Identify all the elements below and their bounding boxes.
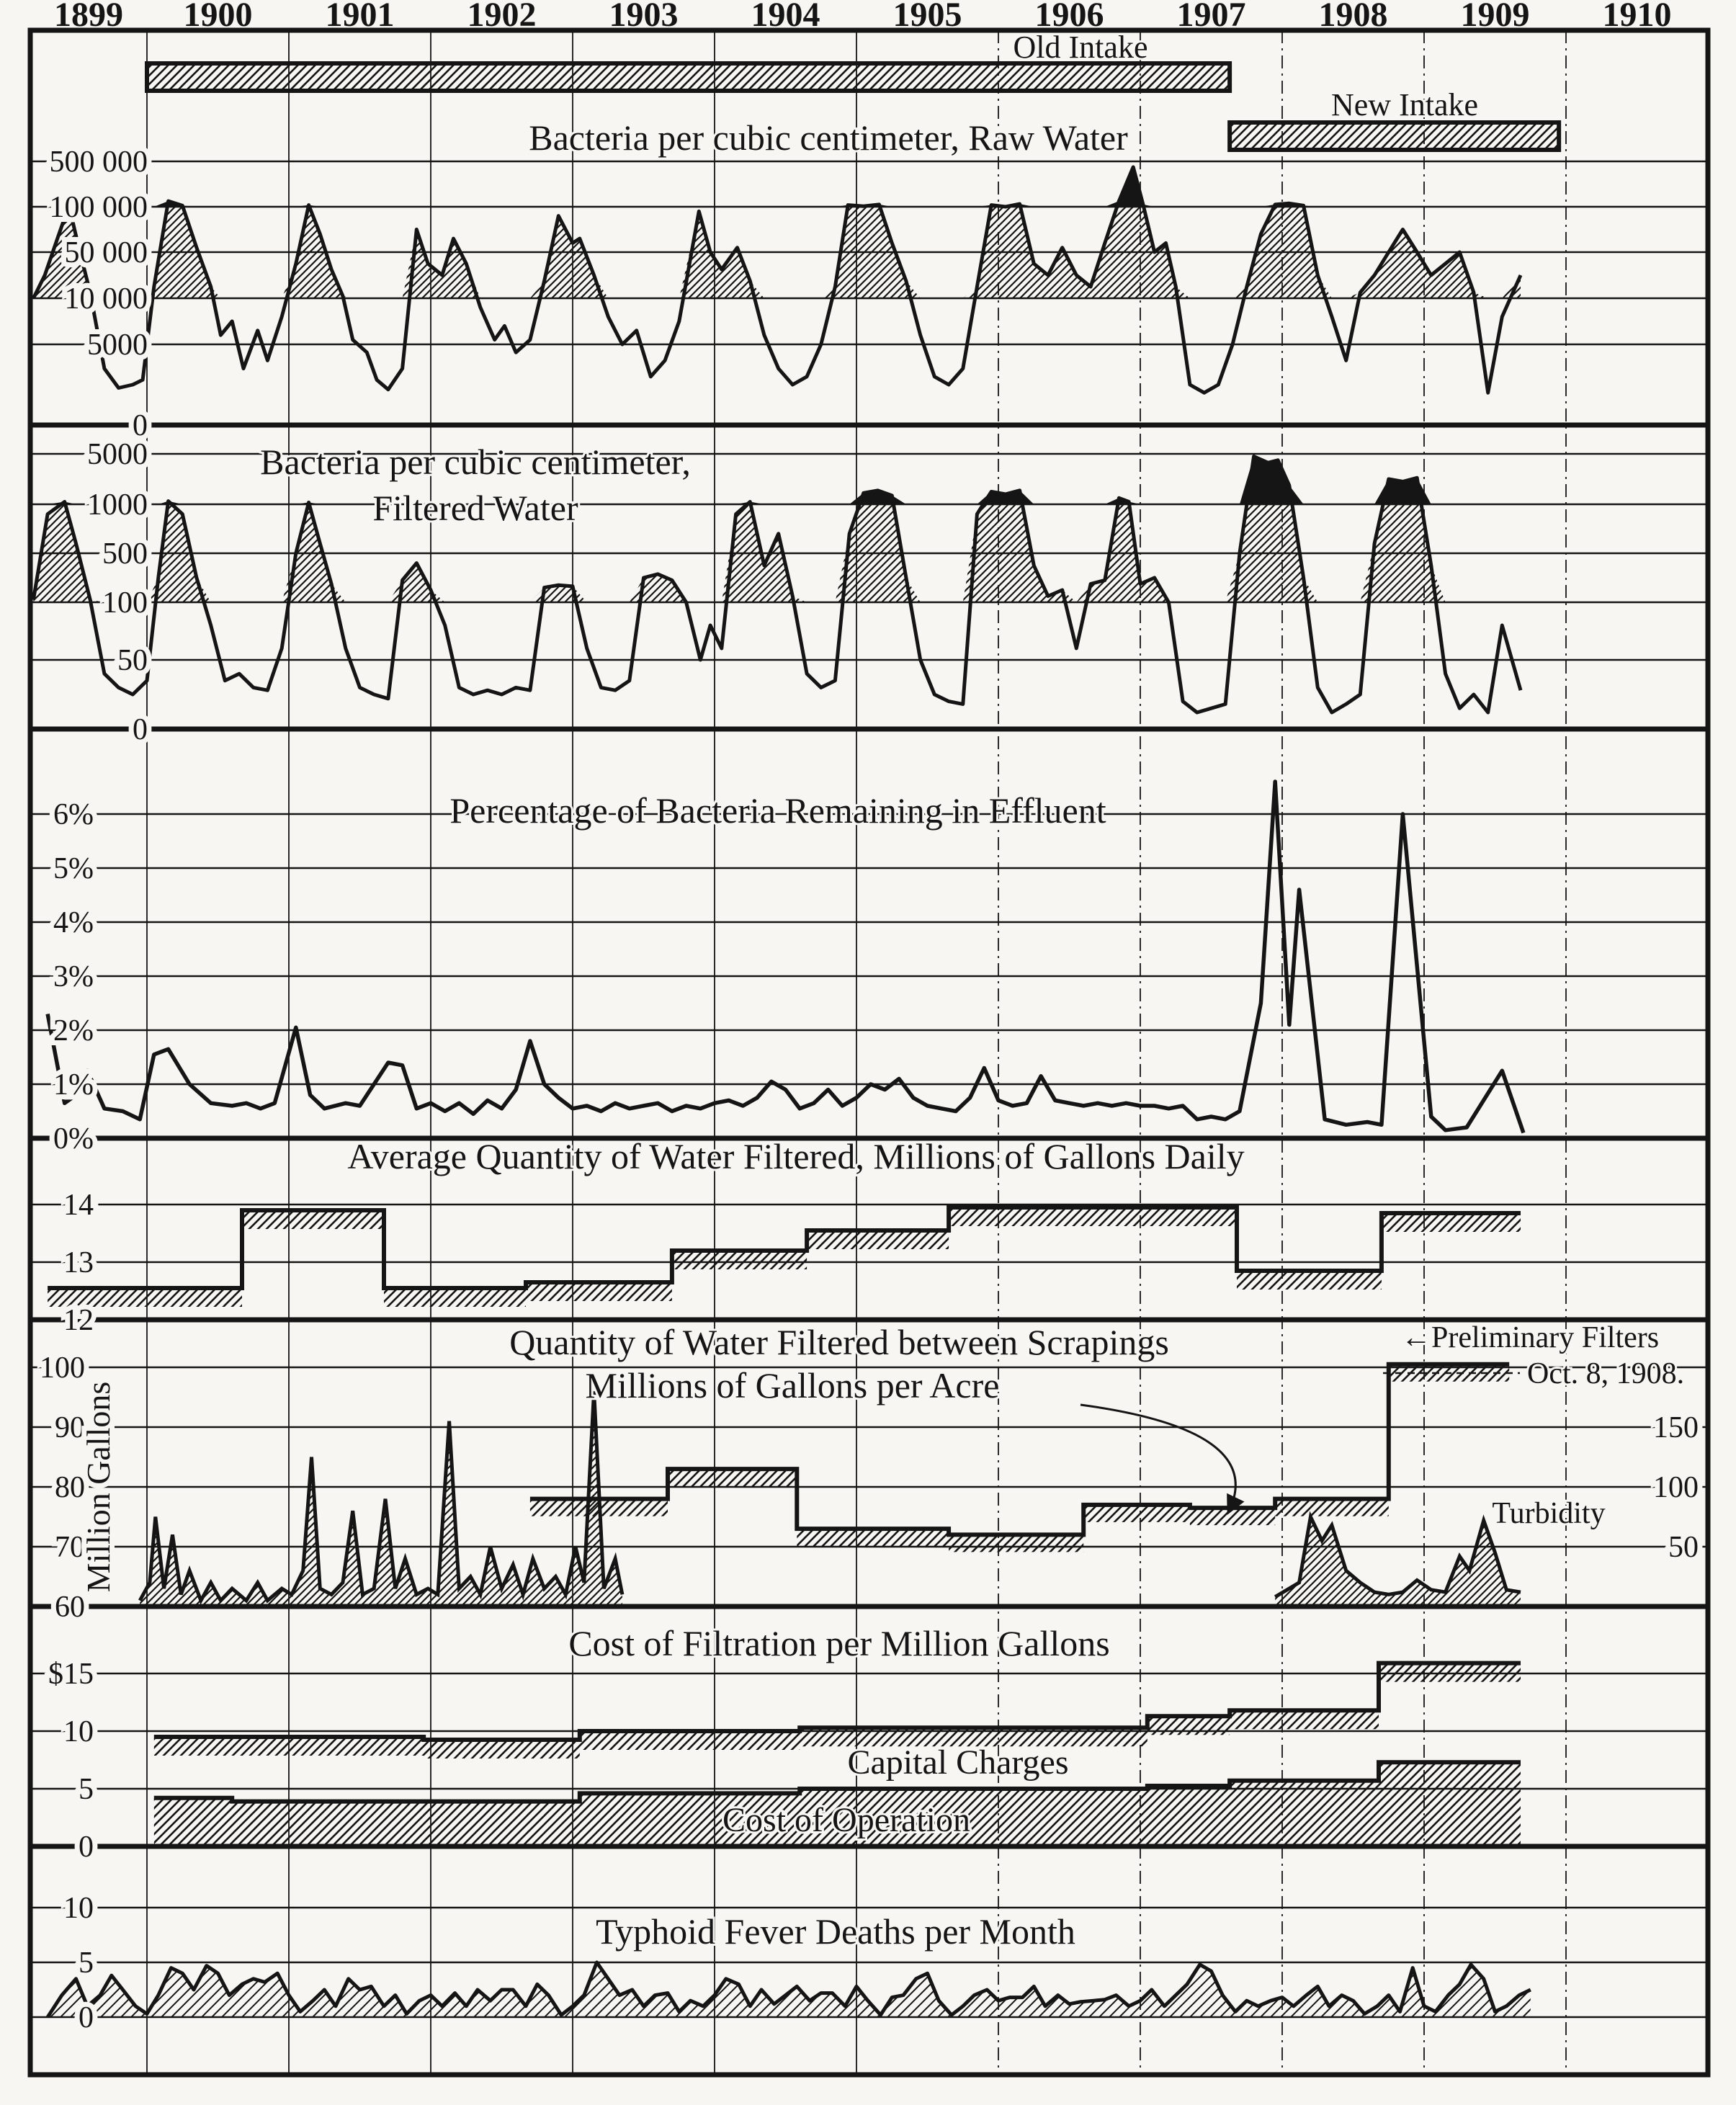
cost-total-step-line <box>153 1661 1521 1742</box>
scrapings-left-tick-label: 70 <box>55 1531 85 1564</box>
filtered-water-title: Bacteria per cubic centimeter, <box>260 442 691 482</box>
panel-scrapings <box>138 1362 1521 1606</box>
filtered-water-tick-label: 50 <box>117 644 148 677</box>
percent-remaining-title: Percentage of Bacteria Remaining in Effl… <box>449 790 1106 831</box>
panel-percent-remaining <box>45 779 1526 1134</box>
panel-raw-water <box>32 165 1523 395</box>
filtered-water-tick-label: 100 <box>102 586 148 620</box>
titles-layer: Bacteria per cubic centimeter, Raw Water… <box>258 115 1686 1954</box>
scrapings-right-tick-label: 150 <box>1653 1411 1699 1444</box>
million-gallons-axis-label: Million Gallons <box>80 1382 117 1593</box>
per-acre-pointer-arrow <box>1080 1403 1245 1515</box>
percent-remaining-tick-label: 5% <box>53 852 94 885</box>
raw-water-tick-label: 100 000 <box>50 191 148 224</box>
percent-remaining-tick-label: 4% <box>53 906 94 939</box>
scrapings-title: Quantity of Water Filtered between Scrap… <box>509 1322 1169 1362</box>
raw-water-tick-label: 500 000 <box>50 146 148 179</box>
oct-8-1908-annotation: Oct. 8, 1908. <box>1527 1357 1684 1390</box>
avg-quantity-title: Average Quantity of Water Filtered, Mill… <box>347 1136 1244 1176</box>
avg-quantity-step-line <box>48 1205 1521 1290</box>
avg-quantity-tick-label: 13 <box>63 1246 94 1279</box>
filtered-water-tick-label: 500 <box>102 537 148 571</box>
typhoid-tick-label: 0 <box>79 2001 94 2034</box>
percent-remaining-tick-label: 2% <box>53 1014 94 1047</box>
filtered-water-tick-label: 1000 <box>87 488 148 522</box>
cost-operation-area <box>153 1762 1521 1846</box>
cost-title: Cost of Filtration per Million Gallons <box>568 1623 1109 1663</box>
percent-remaining-curve <box>45 779 1526 1134</box>
border-layer <box>27 27 1711 2078</box>
percent-remaining-tick-label: 3% <box>53 960 94 993</box>
cost-tick-label: 0 <box>79 1831 94 1864</box>
scrapings-step-step-line <box>529 1362 1510 1537</box>
turbidity-label: Turbidity <box>1492 1497 1605 1530</box>
percent-remaining-tick-label: 0% <box>53 1122 94 1156</box>
avg-quantity-tick-label: 14 <box>63 1189 94 1222</box>
filtered-water-title-line2: Filtered Water <box>372 488 578 528</box>
scrapings-title-line2: Millions of Gallons per Acre <box>586 1365 1000 1405</box>
scrapings-right-tick-label: 100 <box>1653 1471 1699 1504</box>
cost-operation-line <box>153 1760 1521 1804</box>
raw-water-hatch-area <box>33 166 1521 298</box>
old-intake-bar <box>145 61 1232 93</box>
cost-tick-label: $15 <box>48 1658 94 1691</box>
capital-charges-label: Capital Charges <box>847 1743 1068 1782</box>
typhoid-title: Typhoid Fever Deaths per Month <box>596 1911 1075 1952</box>
new-intake-label: New Intake <box>1331 87 1478 122</box>
scrapings-left-tick-label: 90 <box>55 1411 85 1444</box>
filtered-water-curve <box>31 455 1523 715</box>
turbidity-curve <box>1274 1511 1521 1599</box>
cost-total-hatch-band <box>153 1663 1521 1758</box>
avg-quantity-tick-label: 12 <box>63 1304 94 1337</box>
cost-of-operation-label: Cost of Operation <box>722 1801 970 1839</box>
typhoid-tick-label: 5 <box>79 1947 94 1980</box>
turbidity-area <box>1275 1516 1521 1606</box>
panel-avg-quantity <box>48 1205 1521 1307</box>
raw-water-curve <box>32 165 1523 395</box>
typhoid-tick-label: 10 <box>63 1892 94 1925</box>
panel-cost <box>153 1661 1521 1846</box>
scrapings-left-tick-label: 80 <box>55 1471 85 1504</box>
panel-filtered-water <box>31 455 1523 715</box>
scrapings-right-tick-label: 50 <box>1668 1531 1699 1564</box>
scrapings-left-tick-label: 60 <box>55 1591 85 1624</box>
percent-remaining-tick-label: 1% <box>53 1068 94 1101</box>
avg-quantity-hatch-band <box>48 1207 1521 1307</box>
old-intake-label: Old Intake <box>1014 30 1148 65</box>
filtered-water-tick-label: 0 <box>133 713 148 746</box>
raw-water-tick-label: 10 000 <box>65 282 148 316</box>
raw-water-title: Bacteria per cubic centimeter, Raw Water <box>529 117 1128 158</box>
scrapings-spiky-area <box>140 1391 622 1606</box>
scrapings-left-tick-label: 100 <box>40 1351 85 1385</box>
cost-tick-label: 5 <box>79 1773 94 1806</box>
new-intake-bar <box>1227 120 1562 152</box>
preliminary-filters-annotation: ←Preliminary Filters <box>1401 1321 1659 1354</box>
filtered-water-tick-label: 5000 <box>87 438 148 471</box>
outer-border <box>27 27 1711 2078</box>
raw-water-tick-label: 5000 <box>87 329 148 362</box>
panel-typhoid <box>46 1960 1531 2019</box>
typhoid-curve <box>46 1960 1531 2019</box>
scrapings-spiky-curve <box>138 1391 625 1605</box>
series-layer <box>31 165 1531 2019</box>
cost-tick-label: 10 <box>63 1715 94 1748</box>
intake-legend: Old Intake New Intake <box>145 27 1562 152</box>
raw-water-tick-label: 50 000 <box>65 236 148 269</box>
percent-remaining-tick-label: 6% <box>53 798 94 831</box>
